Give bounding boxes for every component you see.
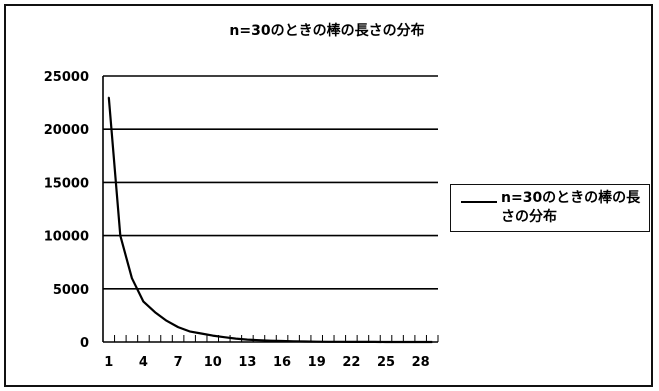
- axes: [102, 76, 439, 343]
- data-point: [350, 341, 352, 343]
- grid-lines: [103, 75, 438, 290]
- data-point: [316, 341, 318, 343]
- data-point: [304, 340, 306, 343]
- legend: n=30のときの棒の長さの分布: [450, 184, 650, 232]
- legend-label: n=30のときの棒の長さの分布: [501, 190, 641, 225]
- data-point: [408, 341, 410, 343]
- data-point: [235, 337, 237, 340]
- data-point: [189, 330, 191, 332]
- legend-line-swatch: [461, 201, 497, 203]
- data-point: [431, 341, 433, 343]
- data-point: [327, 341, 329, 343]
- series-line: [107, 97, 433, 344]
- data-point: [373, 341, 376, 343]
- data-point: [131, 277, 133, 279]
- series-layer: [107, 96, 433, 344]
- data-point: [177, 326, 179, 328]
- data-point: [200, 332, 202, 335]
- data-point: [165, 320, 168, 322]
- y-tick-label: 20000: [44, 123, 89, 138]
- x-tick-label: 4: [139, 355, 148, 370]
- data-point: [281, 340, 283, 342]
- data-point: [269, 340, 272, 342]
- y-tick-label: 0: [80, 336, 89, 351]
- data-point: [258, 339, 260, 341]
- data-point: [339, 341, 341, 343]
- x-tick-label: 10: [204, 355, 222, 370]
- y-axis-tick-labels: 0 5000 10000 15000 20000 25000: [44, 70, 89, 351]
- x-tick-label: 1: [104, 355, 113, 370]
- data-point: [362, 341, 364, 343]
- data-point: [246, 338, 248, 341]
- chart-title: n=30のときの棒の長さの分布: [229, 22, 424, 39]
- x-tick-label: 22: [342, 355, 360, 370]
- x-tick-label: 19: [308, 355, 326, 370]
- data-point: [119, 235, 121, 237]
- data-point: [293, 340, 295, 342]
- x-tick-label: 16: [273, 355, 291, 370]
- x-tick-label: 13: [238, 355, 256, 370]
- data-point: [108, 96, 110, 98]
- x-tick-label: 7: [174, 355, 183, 370]
- data-point: [154, 311, 156, 313]
- y-tick-label: 15000: [44, 176, 89, 191]
- x-tick-label: 28: [412, 355, 430, 370]
- y-tick-label: 25000: [44, 70, 89, 85]
- y-tick-label: 10000: [44, 230, 89, 245]
- data-point: [385, 341, 387, 343]
- data-point: [396, 341, 399, 343]
- y-tick-label: 5000: [53, 283, 89, 298]
- data-point: [212, 335, 214, 337]
- data-point: [223, 336, 225, 338]
- data-point: [420, 341, 422, 343]
- x-tick-label: 25: [377, 355, 395, 370]
- x-axis-tick-labels: 1 4 7 10 13 16 19 22 25 28: [104, 355, 429, 370]
- data-point: [142, 300, 145, 303]
